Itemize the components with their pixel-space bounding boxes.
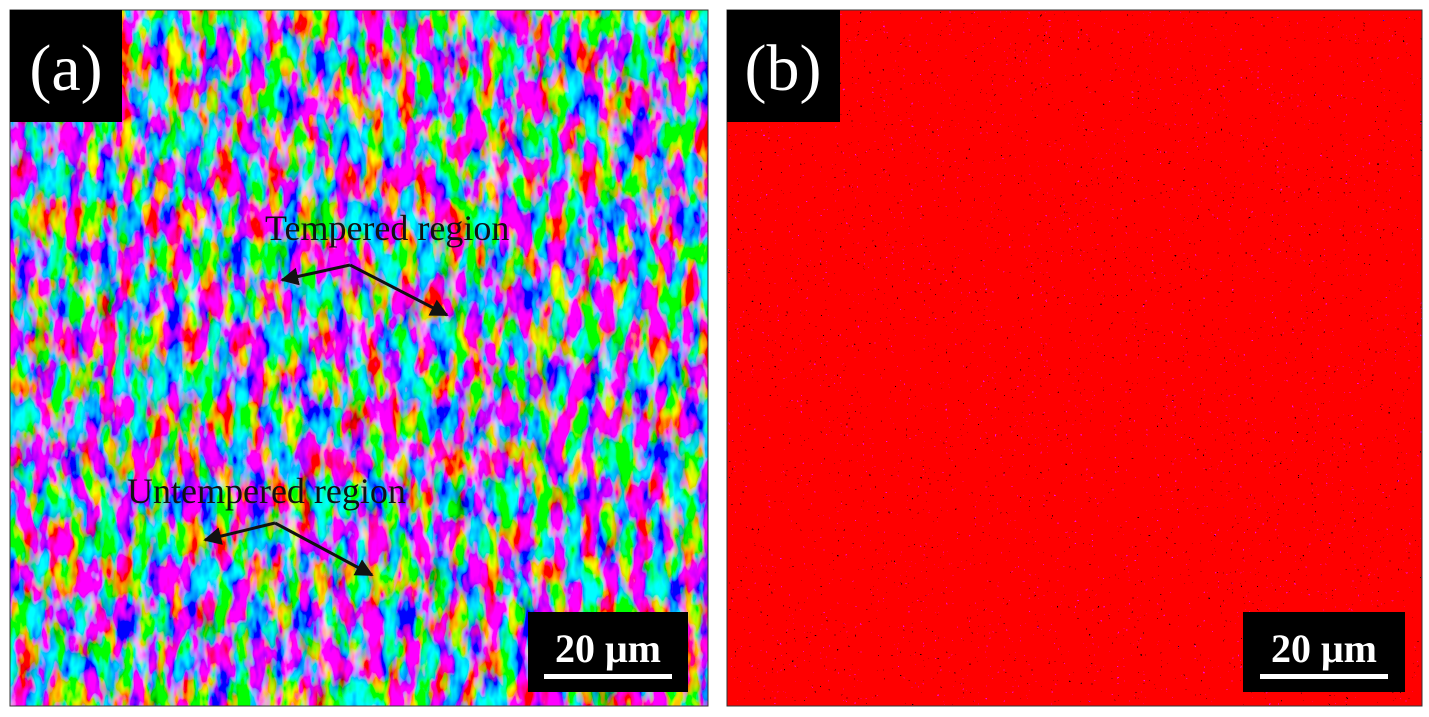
orientation-map bbox=[10, 10, 708, 706]
arrow bbox=[280, 263, 351, 286]
panel-b: (b) 20 μm bbox=[726, 9, 1423, 707]
panel-label: (b) bbox=[745, 32, 822, 105]
label-box bbox=[727, 10, 840, 122]
panel-a: (a) Tempered region Untempered region 20… bbox=[9, 9, 709, 707]
panel-label: (a) bbox=[29, 32, 102, 105]
arrow bbox=[203, 521, 276, 545]
panel-border bbox=[9, 9, 709, 707]
scale-bar-label: 20 μm bbox=[1271, 626, 1377, 671]
arrow bbox=[274, 521, 374, 577]
scale-bar-label: 20 μm bbox=[555, 626, 661, 671]
arrow bbox=[349, 263, 449, 317]
scale-bar bbox=[1260, 674, 1388, 679]
panel-border bbox=[726, 9, 1423, 707]
annotation: Tempered region bbox=[265, 208, 509, 248]
scale-bar bbox=[544, 674, 672, 679]
label-box bbox=[10, 10, 122, 122]
annotation: Untempered region bbox=[127, 471, 406, 511]
phase-map bbox=[727, 10, 1422, 706]
